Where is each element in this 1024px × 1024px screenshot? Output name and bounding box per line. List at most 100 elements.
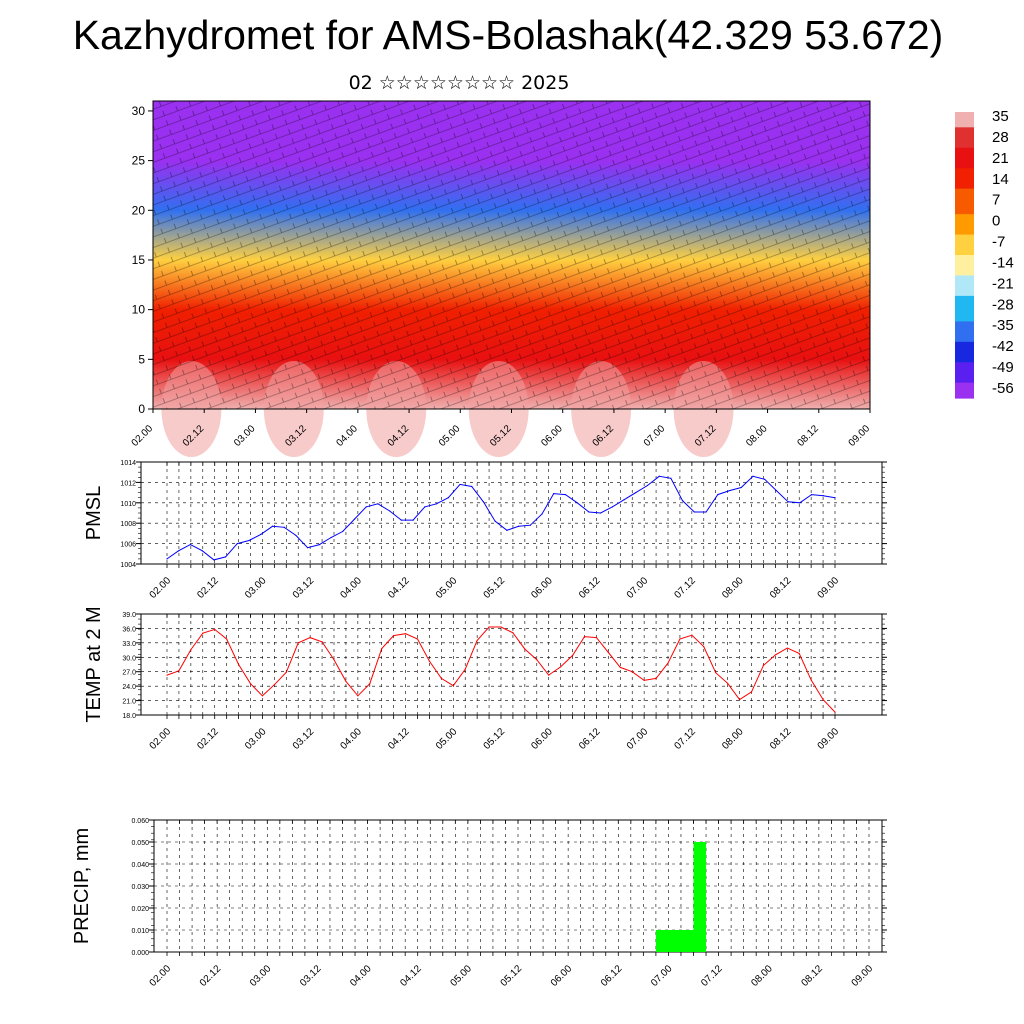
data-point (482, 501, 485, 503)
x-tick-label: 07.00 (642, 423, 668, 449)
wind-barbs (153, 101, 870, 409)
data-point (682, 500, 684, 502)
data-point (693, 511, 695, 513)
data-point (750, 691, 753, 693)
colorbar-segment (955, 341, 974, 348)
colorbar-segment (955, 127, 974, 134)
x-tick-label: 08.12 (768, 575, 794, 601)
data-point (285, 671, 287, 673)
plot-frame (140, 461, 883, 565)
colorbar-segment (955, 357, 974, 363)
data-point (775, 489, 778, 492)
x-tick-label: 08.12 (795, 423, 821, 449)
x-tick-label: 07.00 (625, 575, 651, 601)
series-line (166, 475, 836, 561)
colorbar-label: 0 (992, 213, 1000, 230)
data-point (588, 511, 590, 513)
data-point (400, 519, 402, 521)
colorbar-segment (955, 188, 974, 195)
plot-frame (140, 613, 883, 716)
x-tick-label: 08.12 (800, 963, 826, 989)
data-point (705, 511, 707, 513)
colorbar-segment (955, 234, 974, 241)
data-point (393, 635, 395, 637)
y-tick-label: 20 (132, 203, 146, 217)
colorbar-label: -14 (992, 254, 1014, 271)
data-point (670, 477, 672, 479)
data-point (166, 558, 168, 560)
x-tick-label: 04.12 (386, 726, 412, 752)
colorbar-label: -35 (992, 317, 1014, 334)
colorbar-segment (955, 229, 974, 236)
y-tick-label: 1012 (120, 480, 136, 487)
data-point (541, 513, 543, 515)
data-point (553, 493, 555, 495)
data-point (834, 711, 836, 713)
data-point (740, 486, 742, 489)
data-point (576, 502, 578, 504)
data-point (646, 484, 649, 487)
data-point (381, 648, 383, 650)
x-tick-label: 04.00 (335, 423, 361, 449)
data-point (435, 503, 438, 505)
data-point (764, 478, 766, 480)
data-point (271, 525, 274, 527)
colorbar-segment (955, 346, 974, 353)
data-point (611, 506, 613, 508)
colorbar-segment (955, 367, 974, 374)
x-tick-label: 07.12 (673, 726, 699, 752)
data-point (715, 672, 717, 674)
x-tick-label: 02.00 (130, 423, 156, 449)
chart-title: Kazhydromet for AMS-Bolashak(42.329 53.6… (72, 12, 944, 58)
colorbar-segment (955, 255, 974, 261)
data-point (178, 550, 180, 552)
data-point (619, 666, 621, 668)
data-point (738, 699, 741, 701)
y-tick-label: 21.0 (122, 699, 136, 706)
data-point (260, 533, 262, 536)
data-point (273, 684, 275, 686)
x-tick-label: 06.12 (577, 726, 603, 752)
data-point (321, 641, 323, 643)
x-tick-label: 05.00 (437, 423, 463, 449)
colorbar-segment (955, 183, 974, 190)
x-tick-label: 08.00 (744, 423, 770, 449)
y-axis-title: TEMP at 2 M (83, 606, 105, 722)
colorbar-segment (955, 142, 974, 149)
data-point (283, 526, 285, 528)
x-tick-label: 06.00 (549, 963, 575, 989)
colorbar-label: 7 (992, 192, 1000, 209)
data-point (595, 636, 598, 639)
data-point (728, 489, 731, 492)
x-tick-label: 03.12 (298, 963, 324, 989)
colorbar-segment (955, 117, 974, 123)
y-tick-label: 10 (132, 303, 146, 317)
data-point (213, 559, 215, 561)
colorbar-segment (955, 382, 974, 389)
colorbar-label: 21 (992, 150, 1009, 167)
data-point (190, 648, 192, 651)
data-point (643, 679, 645, 681)
colorbar-segment (955, 311, 974, 317)
x-tick-label: 04.00 (339, 726, 365, 752)
data-point (822, 495, 824, 497)
x-tick-label: 02.00 (148, 726, 174, 752)
data-point (224, 556, 227, 558)
colorbar-segment (955, 270, 974, 277)
data-point (345, 680, 347, 682)
y-tick-label: 15 (132, 253, 146, 267)
y-axis-title: PRECIP, mm (71, 828, 93, 944)
y-tick-label: 25 (132, 154, 146, 168)
colorbar-segment (955, 157, 974, 164)
data-point (459, 483, 461, 486)
colorbar-segment (955, 295, 974, 302)
colorbar-label: -49 (992, 359, 1014, 376)
data-point (810, 679, 812, 681)
colorbar-segment (955, 152, 974, 159)
data-point (494, 520, 496, 522)
x-tick-label: 05.12 (482, 575, 508, 601)
colorbar-segment (955, 209, 974, 215)
data-point (309, 636, 311, 639)
x-tick-label: 07.12 (673, 575, 699, 601)
colorbar-segment (955, 224, 974, 231)
